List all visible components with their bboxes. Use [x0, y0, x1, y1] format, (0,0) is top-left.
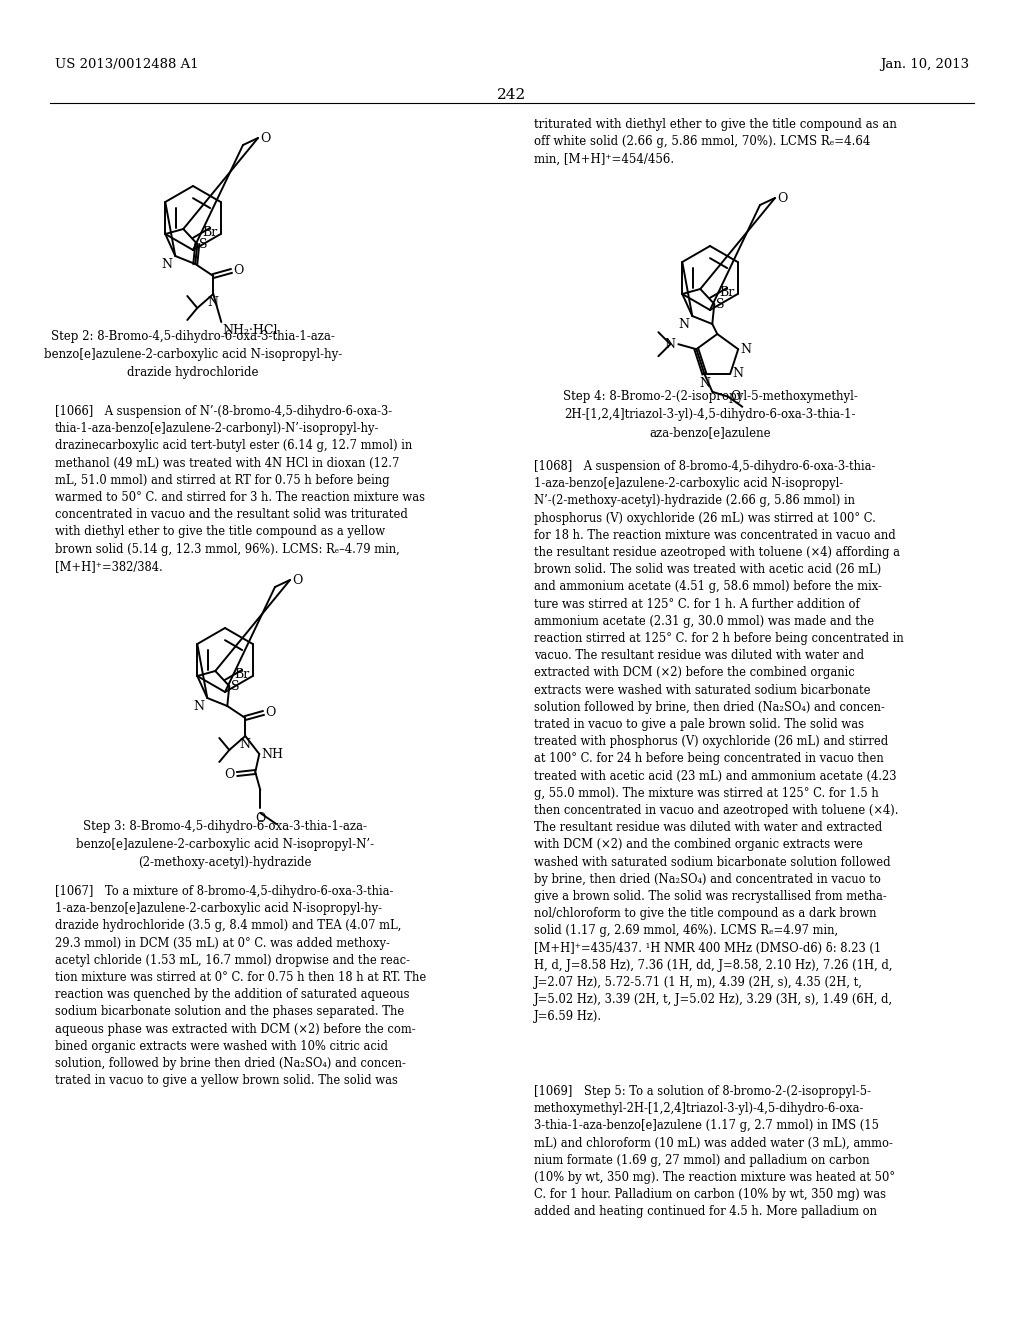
Text: 242: 242 [498, 88, 526, 102]
Text: N: N [678, 318, 689, 331]
Text: [1069] Step 5: To a solution of 8-bromo-2-(2-isopropyl-5-
methoxymethyl-2H-[1,2,: [1069] Step 5: To a solution of 8-bromo-… [534, 1085, 895, 1218]
Text: NH: NH [261, 747, 284, 760]
Text: S: S [716, 297, 725, 310]
Text: [1068] A suspension of 8-bromo-4,5-dihydro-6-oxa-3-thia-
1-aza-benzo[e]azulene-2: [1068] A suspension of 8-bromo-4,5-dihyd… [534, 459, 904, 1023]
Text: O: O [730, 391, 740, 404]
Text: Step 2: 8-Bromo-4,5-dihydro-6-oxa-3-thia-1-aza-
benzo[e]azulene-2-carboxylic aci: Step 2: 8-Bromo-4,5-dihydro-6-oxa-3-thia… [44, 330, 342, 379]
Text: Br: Br [203, 226, 218, 239]
Text: Jan. 10, 2013: Jan. 10, 2013 [880, 58, 969, 71]
Text: S: S [231, 680, 240, 693]
Text: O: O [224, 767, 234, 780]
Text: O: O [255, 812, 265, 825]
Text: Step 3: 8-Bromo-4,5-dihydro-6-oxa-3-thia-1-aza-
benzo[e]azulene-2-carboxylic aci: Step 3: 8-Bromo-4,5-dihydro-6-oxa-3-thia… [76, 820, 374, 869]
Text: N: N [194, 700, 204, 713]
Text: S: S [200, 238, 208, 251]
Text: O: O [265, 706, 275, 719]
Text: US 2013/0012488 A1: US 2013/0012488 A1 [55, 58, 199, 71]
Text: Br: Br [234, 668, 250, 681]
Text: O: O [292, 574, 302, 587]
Text: N: N [665, 338, 676, 351]
Text: N: N [208, 296, 219, 309]
Text: NH₂·HCl: NH₂·HCl [222, 323, 278, 337]
Text: Step 4: 8-Bromo-2-(2-isopropyl-5-methoxymethyl-
2H-[1,2,4]triazol-3-yl)-4,5-dihy: Step 4: 8-Bromo-2-(2-isopropyl-5-methoxy… [562, 389, 857, 440]
Text: N: N [240, 738, 251, 751]
Text: N: N [698, 376, 710, 389]
Text: O: O [260, 132, 270, 145]
Text: triturated with diethyl ether to give the title compound as an
off white solid (: triturated with diethyl ether to give th… [534, 117, 897, 165]
Text: Br: Br [720, 285, 734, 298]
Text: O: O [233, 264, 244, 277]
Text: N: N [162, 257, 172, 271]
Text: [1066] A suspension of N’-(8-bromo-4,5-dihydro-6-oxa-3-
thia-1-aza-benzo[e]azule: [1066] A suspension of N’-(8-bromo-4,5-d… [55, 405, 425, 573]
Text: N: N [732, 367, 743, 380]
Text: [1067] To a mixture of 8-bromo-4,5-dihydro-6-oxa-3-thia-
1-aza-benzo[e]azulene-2: [1067] To a mixture of 8-bromo-4,5-dihyd… [55, 884, 426, 1088]
Text: N: N [740, 343, 752, 355]
Text: O: O [777, 193, 787, 206]
